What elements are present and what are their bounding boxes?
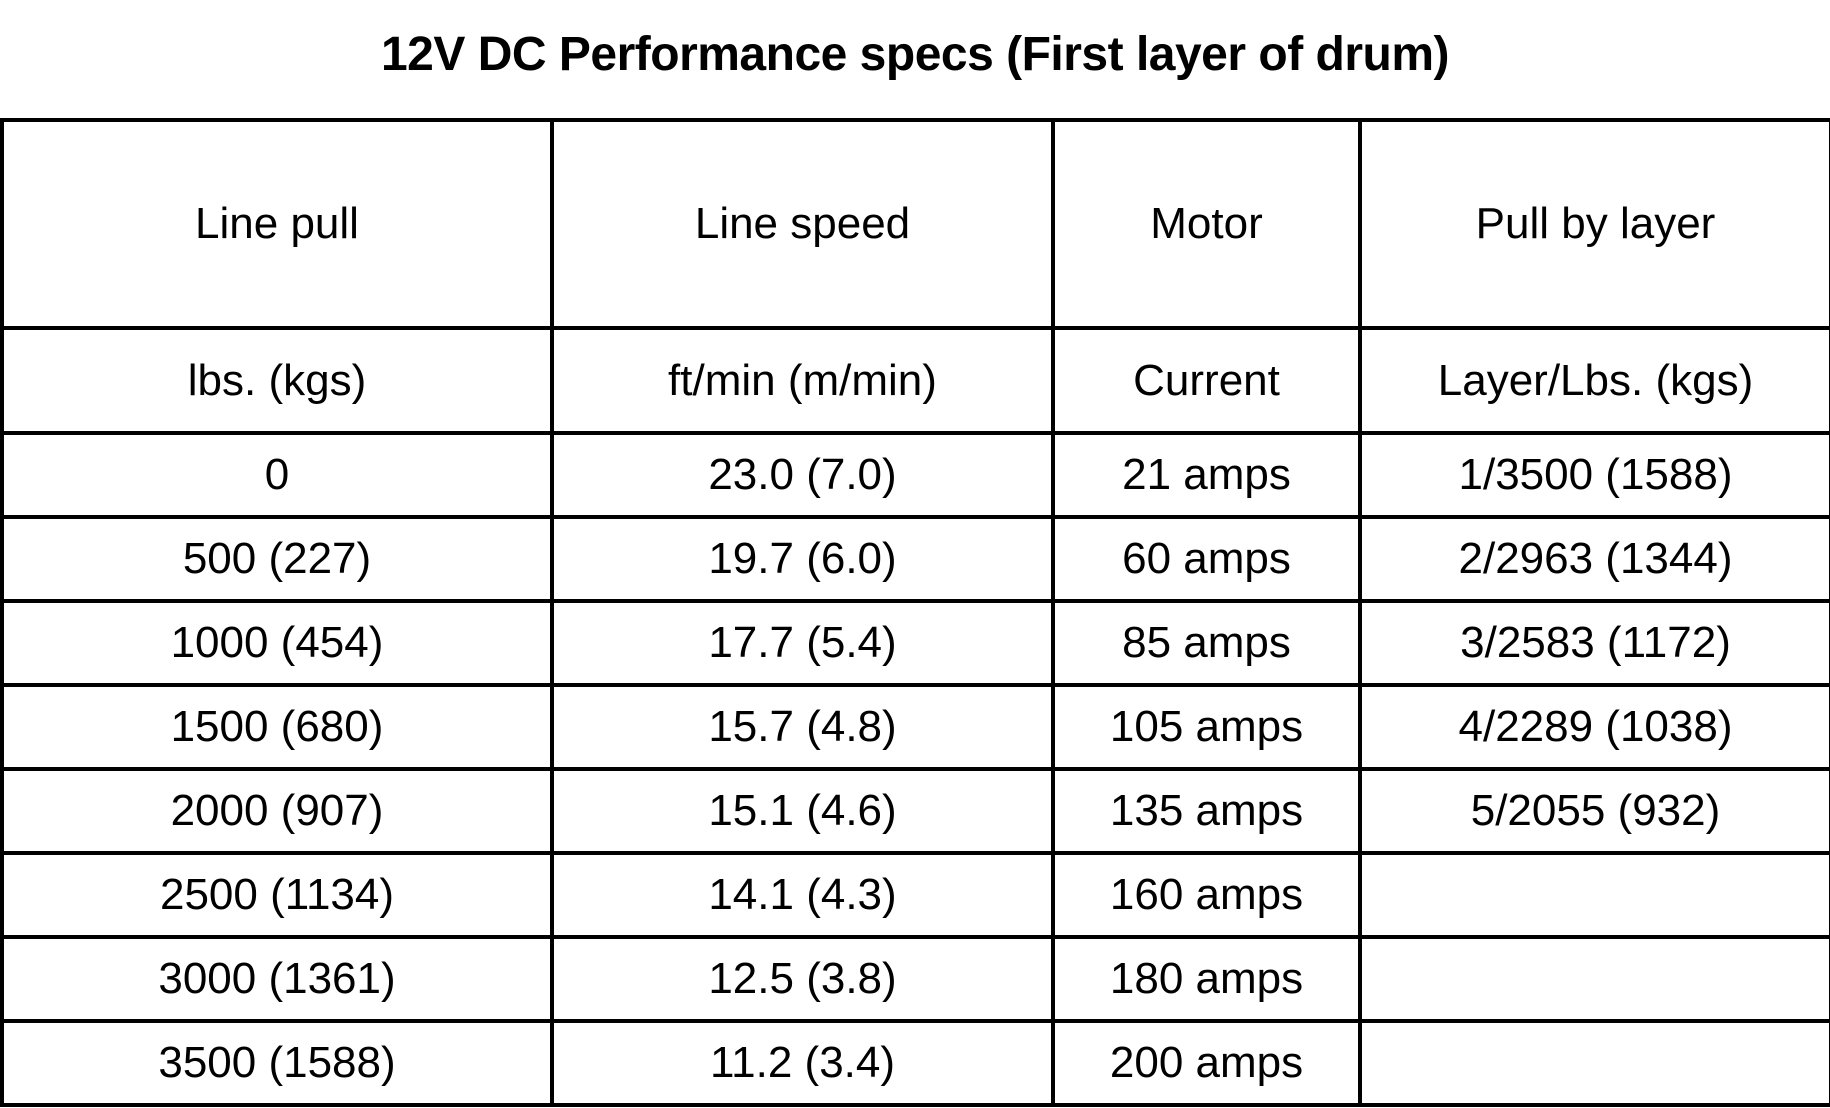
motor-current-cell: 21 amps	[1051, 431, 1362, 519]
pull-by-layer-cell	[1358, 1019, 1830, 1107]
pull-by-layer-cell	[1358, 935, 1830, 1023]
table-row: 1000 (454) 17.7 (5.4) 85 amps 3/2583 (11…	[0, 599, 1830, 687]
line-speed-cell: 14.1 (4.3)	[550, 851, 1055, 939]
motor-current-cell: 200 amps	[1051, 1019, 1362, 1107]
table-row: 3000 (1361) 12.5 (3.8) 180 amps	[0, 935, 1830, 1023]
pull-by-layer-cell	[1358, 851, 1830, 939]
line-pull-cell: 2000 (907)	[0, 767, 554, 855]
line-speed-cell: 23.0 (7.0)	[550, 431, 1055, 519]
table-row: 0 23.0 (7.0) 21 amps 1/3500 (1588)	[0, 431, 1830, 519]
table-row: 2000 (907) 15.1 (4.6) 135 amps 5/2055 (9…	[0, 767, 1830, 855]
motor-current-cell: 85 amps	[1051, 599, 1362, 687]
units-line-speed: ft/min (m/min)	[550, 326, 1055, 435]
pull-by-layer-cell: 3/2583 (1172)	[1358, 599, 1830, 687]
table-row: 3500 (1588) 11.2 (3.4) 200 amps	[0, 1019, 1830, 1107]
line-speed-cell: 19.7 (6.0)	[550, 515, 1055, 603]
line-speed-cell: 15.1 (4.6)	[550, 767, 1055, 855]
header-line-pull: Line pull	[0, 118, 554, 330]
pull-by-layer-cell: 2/2963 (1344)	[1358, 515, 1830, 603]
header-line-speed: Line speed	[550, 118, 1055, 330]
table-title: 12V DC Performance specs (First layer of…	[380, 28, 1450, 81]
line-pull-cell: 1500 (680)	[0, 683, 554, 771]
units-line-pull: lbs. (kgs)	[0, 326, 554, 435]
header-row: Line pull Line speed Motor Pull by layer	[0, 118, 1830, 330]
line-speed-cell: 12.5 (3.8)	[550, 935, 1055, 1023]
header-pull-by-layer: Pull by layer	[1358, 118, 1830, 330]
pull-by-layer-cell: 1/3500 (1588)	[1358, 431, 1830, 519]
line-pull-cell: 0	[0, 431, 554, 519]
units-motor-current: Current	[1051, 326, 1362, 435]
units-pull-by-layer: Layer/Lbs. (kgs)	[1358, 326, 1830, 435]
motor-current-cell: 160 amps	[1051, 851, 1362, 939]
performance-specs-table: Line pull Line speed Motor Pull by layer…	[0, 118, 1830, 1107]
units-row: lbs. (kgs) ft/min (m/min) Current Layer/…	[0, 326, 1830, 435]
table-row: 1500 (680) 15.7 (4.8) 105 amps 4/2289 (1…	[0, 683, 1830, 771]
line-pull-cell: 500 (227)	[0, 515, 554, 603]
line-pull-cell: 2500 (1134)	[0, 851, 554, 939]
motor-current-cell: 135 amps	[1051, 767, 1362, 855]
table-row: 500 (227) 19.7 (6.0) 60 amps 2/2963 (134…	[0, 515, 1830, 603]
line-pull-cell: 3500 (1588)	[0, 1019, 554, 1107]
motor-current-cell: 180 amps	[1051, 935, 1362, 1023]
header-motor: Motor	[1051, 118, 1362, 330]
pull-by-layer-cell: 4/2289 (1038)	[1358, 683, 1830, 771]
line-pull-cell: 3000 (1361)	[0, 935, 554, 1023]
line-speed-cell: 17.7 (5.4)	[550, 599, 1055, 687]
line-speed-cell: 15.7 (4.8)	[550, 683, 1055, 771]
line-speed-cell: 11.2 (3.4)	[550, 1019, 1055, 1107]
line-pull-cell: 1000 (454)	[0, 599, 554, 687]
motor-current-cell: 60 amps	[1051, 515, 1362, 603]
table-row: 2500 (1134) 14.1 (4.3) 160 amps	[0, 851, 1830, 939]
pull-by-layer-cell: 5/2055 (932)	[1358, 767, 1830, 855]
motor-current-cell: 105 amps	[1051, 683, 1362, 771]
